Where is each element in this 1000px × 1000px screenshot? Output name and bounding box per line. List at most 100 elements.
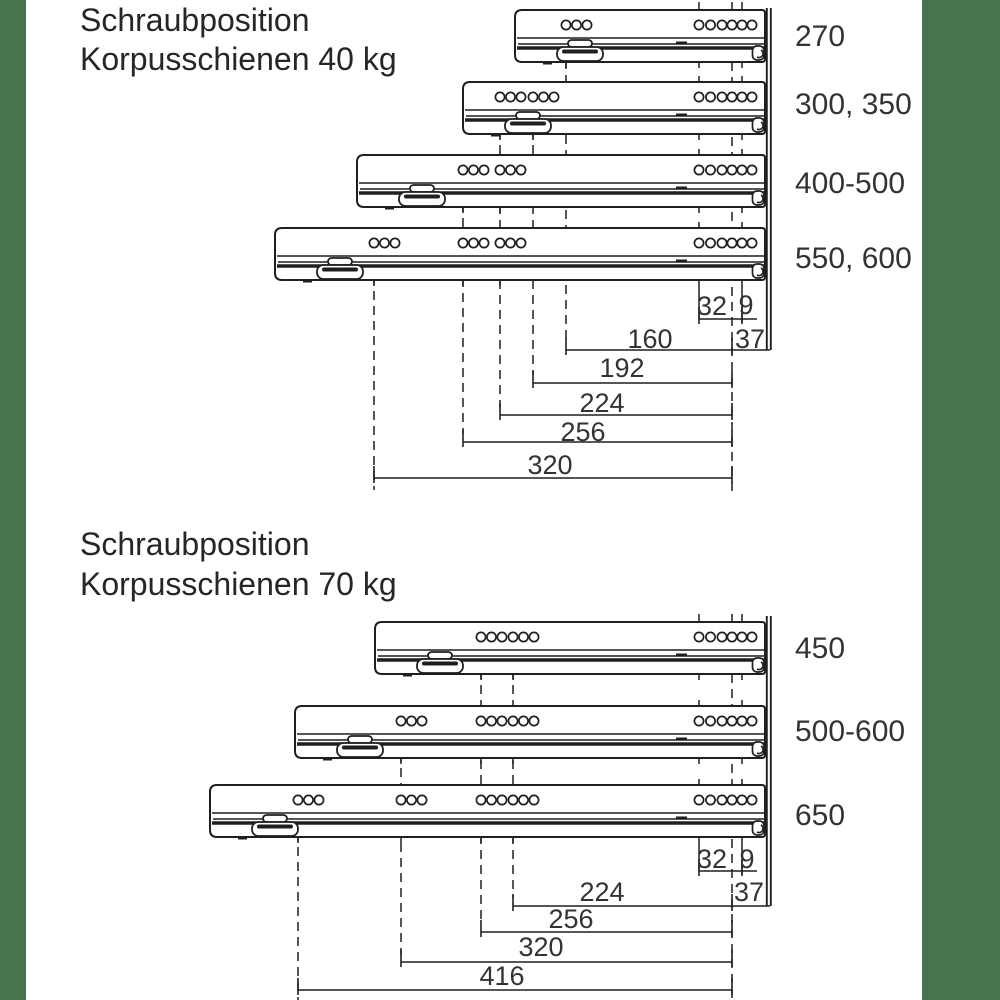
rail-label-500-600: 500-600 [795,715,906,748]
latch-bump [515,111,541,120]
screw-hole-group [475,794,508,806]
screw-hole [736,164,748,176]
dim-line-32-9-bottom [698,859,757,876]
rail-label-270: 270 [795,20,846,53]
screw-hole [705,19,716,31]
screw-hole [494,91,506,103]
screw-hole [416,715,428,727]
screw-hole [736,19,748,31]
screw-hole [693,237,705,249]
screw-hole-group [457,237,490,249]
screw-hole [726,19,738,31]
screw-hole-group [494,164,527,176]
screw-hole [494,164,506,176]
dim-line-320-bottom [400,950,733,967]
screw-hole [705,794,716,806]
section2-title-line2: Korpusschienen 70 kg [80,566,397,602]
screw-hole [716,237,728,249]
dim-line-416-bottom [297,978,733,995]
dim-label-160: 160 [627,324,673,354]
screw-hole [581,19,593,31]
screw-hole [736,631,748,643]
dim-label-224-bottom: 224 [579,877,625,907]
release-latch [556,46,604,62]
section2-title-line1: Schraubposition [80,526,310,562]
rail-label-300-350: 300, 350 [795,88,912,121]
dim-label-37-top: 37 [734,324,766,354]
screw-hole-group [693,91,728,103]
screw-hole [486,631,497,643]
screw-hole [496,715,508,727]
screw-hole [716,164,728,176]
dim-line-256-bottom [480,920,733,937]
dim-label-32-bottom: 32 [696,844,728,874]
dim-label-192: 192 [599,353,645,383]
release-latch [504,118,552,134]
screw-hole [515,91,527,103]
screw-hole-group [368,237,401,249]
screw-hole [548,91,560,103]
screw-hole [494,237,506,249]
screw-hole [478,237,490,249]
screw-hole [379,237,390,249]
screw-hole [457,237,469,249]
screw-hole-group [527,91,560,103]
screw-hole [726,631,738,643]
screw-hole [395,715,407,727]
release-latch [336,742,384,758]
release-latch [316,264,364,280]
rail-650 [209,784,766,840]
screw-hole [478,164,490,176]
screw-hole [507,794,519,806]
dim-label-320-bottom: 320 [518,932,564,962]
screw-hole [486,715,497,727]
screw-hole [746,19,758,31]
screw-hole [716,91,728,103]
screw-hole [505,164,516,176]
dim-label-9-top: 9 [738,290,754,320]
screw-hole [518,631,529,643]
screw-hole-group [457,164,490,176]
screw-hole-group [693,164,728,176]
accent-strip-left [0,0,26,1000]
dim-line-32-9-top [698,307,757,324]
screw-hole-group [726,19,758,31]
rail-400-500 [356,154,766,210]
screw-hole [528,631,540,643]
rail-label-650: 650 [795,799,846,832]
rail-body [514,9,766,63]
screw-hole [518,794,529,806]
screw-hole [716,19,728,31]
rail-label-400-500: 400-500 [795,167,906,200]
screw-hole [292,794,304,806]
screw-hole-group [560,19,593,31]
dim-label-320-top: 320 [527,450,573,480]
dim-line-160-37 [565,338,770,355]
screw-hole-group [475,715,508,727]
latch-bump [567,39,593,48]
screw-hole-group [395,794,428,806]
screw-hole-group [726,794,758,806]
latch-bump [427,651,453,660]
screw-hole [693,715,705,727]
screw-hole [527,91,539,103]
screw-hole [406,715,417,727]
screw-hole [486,794,497,806]
screw-hole [746,794,758,806]
screw-hole-group [507,794,540,806]
screw-hole-group [693,715,728,727]
release-latch [398,191,446,207]
cabinet-front-edge-70kg [765,616,772,906]
rail-300-350 [462,81,766,137]
screw-hole-group [726,715,758,727]
dim-line-192 [532,371,733,388]
screw-hole-group [507,715,540,727]
screw-hole [736,237,748,249]
screw-hole [507,715,519,727]
screw-hole [746,164,758,176]
dim-line-224-37-bottom [512,894,770,911]
dim-label-256-top: 256 [560,417,606,447]
screw-hole [528,794,540,806]
screw-hole [528,715,540,727]
